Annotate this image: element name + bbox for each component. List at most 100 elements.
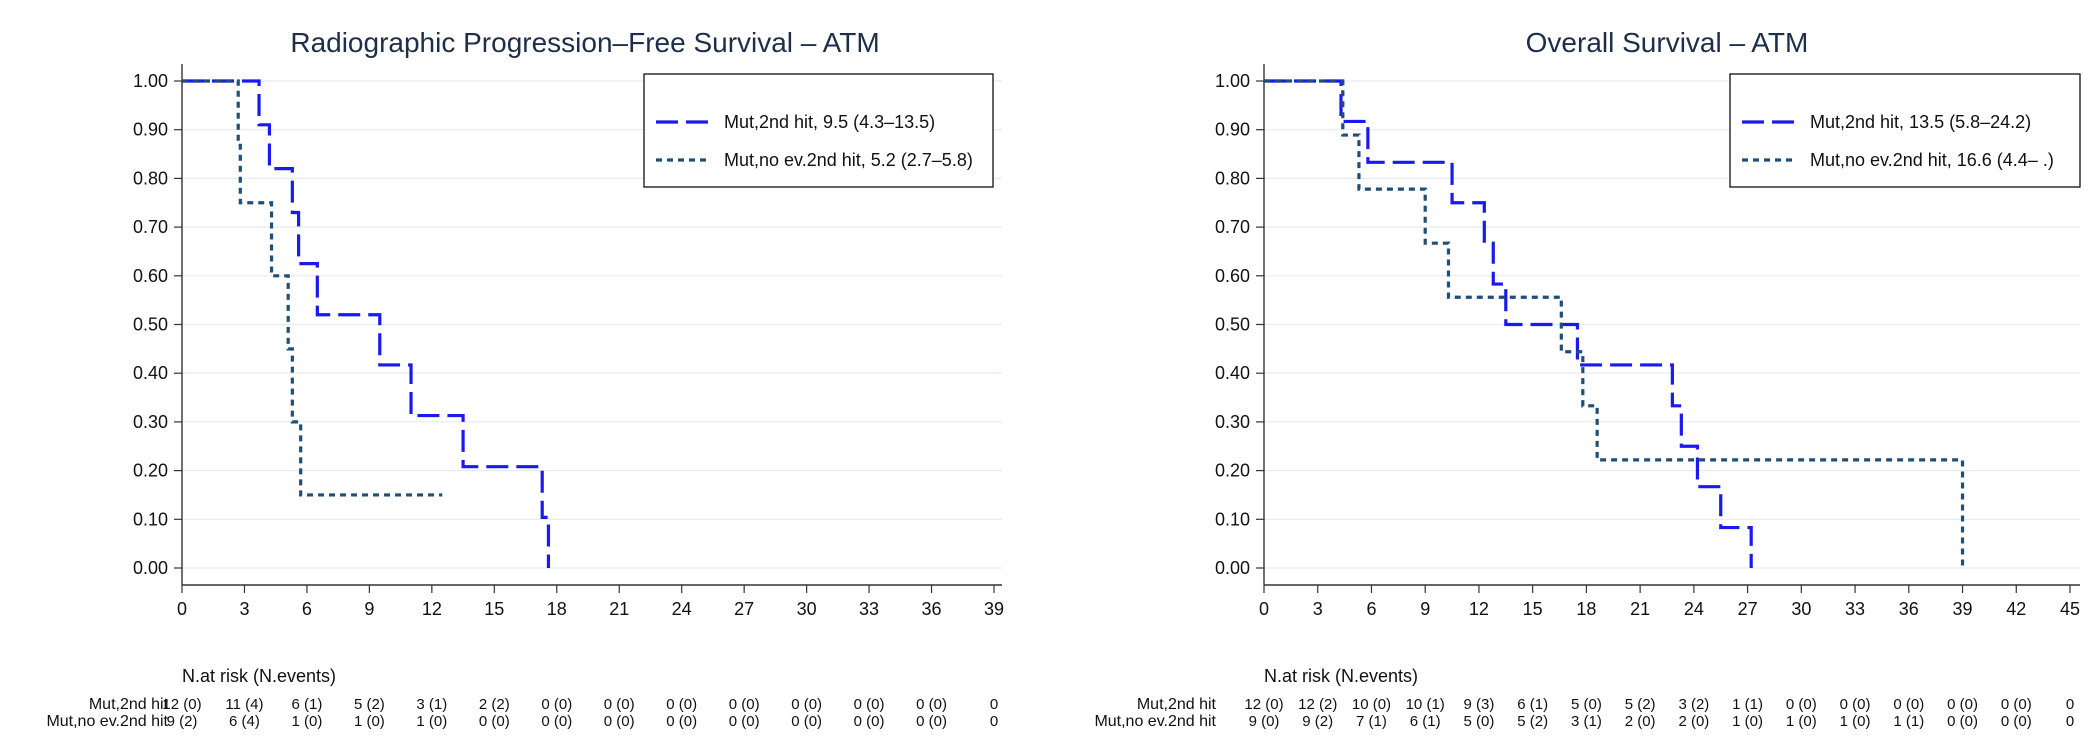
risk-cell: 1 (0) bbox=[416, 713, 447, 730]
risk-cell: 0 (0) bbox=[2001, 696, 2032, 713]
risk-cell: 6 (1) bbox=[1410, 713, 1441, 730]
risk-cell: 0 (0) bbox=[2001, 713, 2032, 730]
y-tick-label: 0.50 bbox=[1215, 315, 1250, 335]
risk-cell: 1 (0) bbox=[1786, 713, 1817, 730]
chart-title: Radiographic Progression–Free Survival –… bbox=[290, 27, 879, 58]
legend-label: Mut,2nd hit, 13.5 (5.8–24.2) bbox=[1810, 112, 2031, 132]
x-tick-label: 9 bbox=[364, 599, 374, 619]
y-tick-label: 0.30 bbox=[133, 412, 168, 432]
x-tick-label: 15 bbox=[1523, 599, 1543, 619]
legend-box bbox=[643, 73, 994, 188]
risk-cell: 0 (0) bbox=[791, 696, 822, 713]
risk-cell: 0 (0) bbox=[1947, 713, 1978, 730]
x-tick-label: 33 bbox=[1845, 599, 1865, 619]
risk-cell: 2 (0) bbox=[1678, 713, 1709, 730]
risk-table: N.at risk (N.events) Mut,2nd hit 12 (0) 12 … bbox=[1094, 666, 2074, 730]
y-tick-label: 0.10 bbox=[133, 509, 168, 529]
risk-cell: 0 (0) bbox=[1893, 696, 1924, 713]
risk-cell: 12 (0) bbox=[162, 696, 201, 713]
x-tick-label: 42 bbox=[2006, 599, 2026, 619]
risk-row-label: Mut,no ev.2nd hit bbox=[1094, 713, 1216, 730]
risk-cell: 0 (0) bbox=[1947, 696, 1978, 713]
risk-cell: 0 (0) bbox=[729, 713, 760, 730]
risk-cell: 0 (0) bbox=[666, 713, 697, 730]
y-tick-label: 0.70 bbox=[1215, 217, 1250, 237]
y-tick-label: 0.20 bbox=[133, 461, 168, 481]
x-tick-label: 6 bbox=[1366, 599, 1376, 619]
risk-cell: 2 (0) bbox=[1625, 713, 1656, 730]
risk-cell: 9 (3) bbox=[1464, 696, 1495, 713]
risk-cell: 3 (1) bbox=[1571, 713, 1602, 730]
risk-cell: 5 (2) bbox=[1517, 713, 1548, 730]
risk-cell: 6 (1) bbox=[292, 696, 323, 713]
x-tick-label: 33 bbox=[859, 599, 879, 619]
risk-cell: 0 (0) bbox=[916, 713, 947, 730]
survival-curve-series-2 bbox=[1264, 79, 1965, 568]
risk-cell: 2 (2) bbox=[479, 696, 510, 713]
risk-row-label: Mut,2nd hit bbox=[1137, 696, 1217, 713]
x-tick-label: 0 bbox=[1259, 599, 1269, 619]
risk-cell: 10 (1) bbox=[1406, 696, 1445, 713]
risk-cell: 0 bbox=[2066, 696, 2074, 713]
survival-curve-series-1 bbox=[182, 79, 551, 568]
x-tick-label: 3 bbox=[239, 599, 249, 619]
risk-cell: 0 (0) bbox=[541, 713, 572, 730]
risk-cell: 10 (0) bbox=[1352, 696, 1391, 713]
risk-cell: 0 (0) bbox=[666, 696, 697, 713]
risk-cell: 6 (4) bbox=[229, 713, 260, 730]
x-tick-label: 27 bbox=[1738, 599, 1758, 619]
y-tick-label: 0.00 bbox=[133, 558, 168, 578]
risk-cell: 1 (0) bbox=[1840, 713, 1871, 730]
risk-cell: 3 (1) bbox=[416, 696, 447, 713]
risk-cell: 1 (0) bbox=[354, 713, 385, 730]
x-tick-label: 15 bbox=[484, 599, 504, 619]
risk-table-heading: N.at risk (N.events) bbox=[1264, 666, 1418, 686]
chart-title: Overall Survival – ATM bbox=[1526, 27, 1809, 58]
x-tick-label: 21 bbox=[1630, 599, 1650, 619]
x-tick-label: 36 bbox=[1899, 599, 1919, 619]
risk-cell: 1 (0) bbox=[292, 713, 323, 730]
x-tick-label: 39 bbox=[984, 599, 1004, 619]
risk-cell: 0 (0) bbox=[541, 696, 572, 713]
y-tick-label: 0.50 bbox=[133, 315, 168, 335]
x-tick-label: 18 bbox=[547, 599, 567, 619]
x-tick-label: 6 bbox=[302, 599, 312, 619]
risk-cell: 0 bbox=[2066, 713, 2074, 730]
risk-cell: 1 (0) bbox=[1732, 713, 1763, 730]
y-tick-label: 1.00 bbox=[133, 71, 168, 91]
y-tick-label: 0.90 bbox=[1215, 120, 1250, 140]
x-tick-label: 0 bbox=[177, 599, 187, 619]
y-tick-label: 0.60 bbox=[1215, 266, 1250, 286]
x-tick-label: 9 bbox=[1420, 599, 1430, 619]
legend-label: Mut,no ev.2nd hit, 5.2 (2.7–5.8) bbox=[724, 150, 973, 170]
risk-cell: 5 (2) bbox=[354, 696, 385, 713]
x-tick-label: 36 bbox=[922, 599, 942, 619]
x-tick-label: 18 bbox=[1576, 599, 1596, 619]
survival-curve-series-2 bbox=[182, 79, 443, 497]
x-tick-label: 24 bbox=[1684, 599, 1704, 619]
y-tick-label: 0.40 bbox=[1215, 363, 1250, 383]
survival-curve-series-1 bbox=[1264, 79, 1753, 568]
risk-cell: 11 (4) bbox=[225, 696, 263, 713]
risk-cell: 7 (1) bbox=[1356, 713, 1387, 730]
x-tick-label: 24 bbox=[672, 599, 692, 619]
risk-cell: 1 (1) bbox=[1732, 696, 1763, 713]
risk-cell: 9 (2) bbox=[1302, 713, 1333, 730]
risk-cell: 0 bbox=[990, 696, 998, 713]
risk-cell: 5 (2) bbox=[1625, 696, 1656, 713]
risk-cell: 0 (0) bbox=[1786, 696, 1817, 713]
risk-table-heading: N.at risk (N.events) bbox=[182, 666, 336, 686]
y-tick-label: 0.80 bbox=[1215, 168, 1250, 188]
risk-cell: 0 (0) bbox=[791, 713, 822, 730]
risk-cell: 0 (0) bbox=[854, 696, 885, 713]
x-tick-label: 21 bbox=[609, 599, 629, 619]
x-tick-label: 45 bbox=[2060, 599, 2080, 619]
risk-cell: 1 (1) bbox=[1893, 713, 1924, 730]
risk-cell: 6 (1) bbox=[1517, 696, 1548, 713]
risk-cell: 12 (0) bbox=[1244, 696, 1283, 713]
risk-cell: 0 (0) bbox=[604, 696, 635, 713]
y-tick-label: 0.70 bbox=[133, 217, 168, 237]
y-tick-label: 0.90 bbox=[133, 120, 168, 140]
